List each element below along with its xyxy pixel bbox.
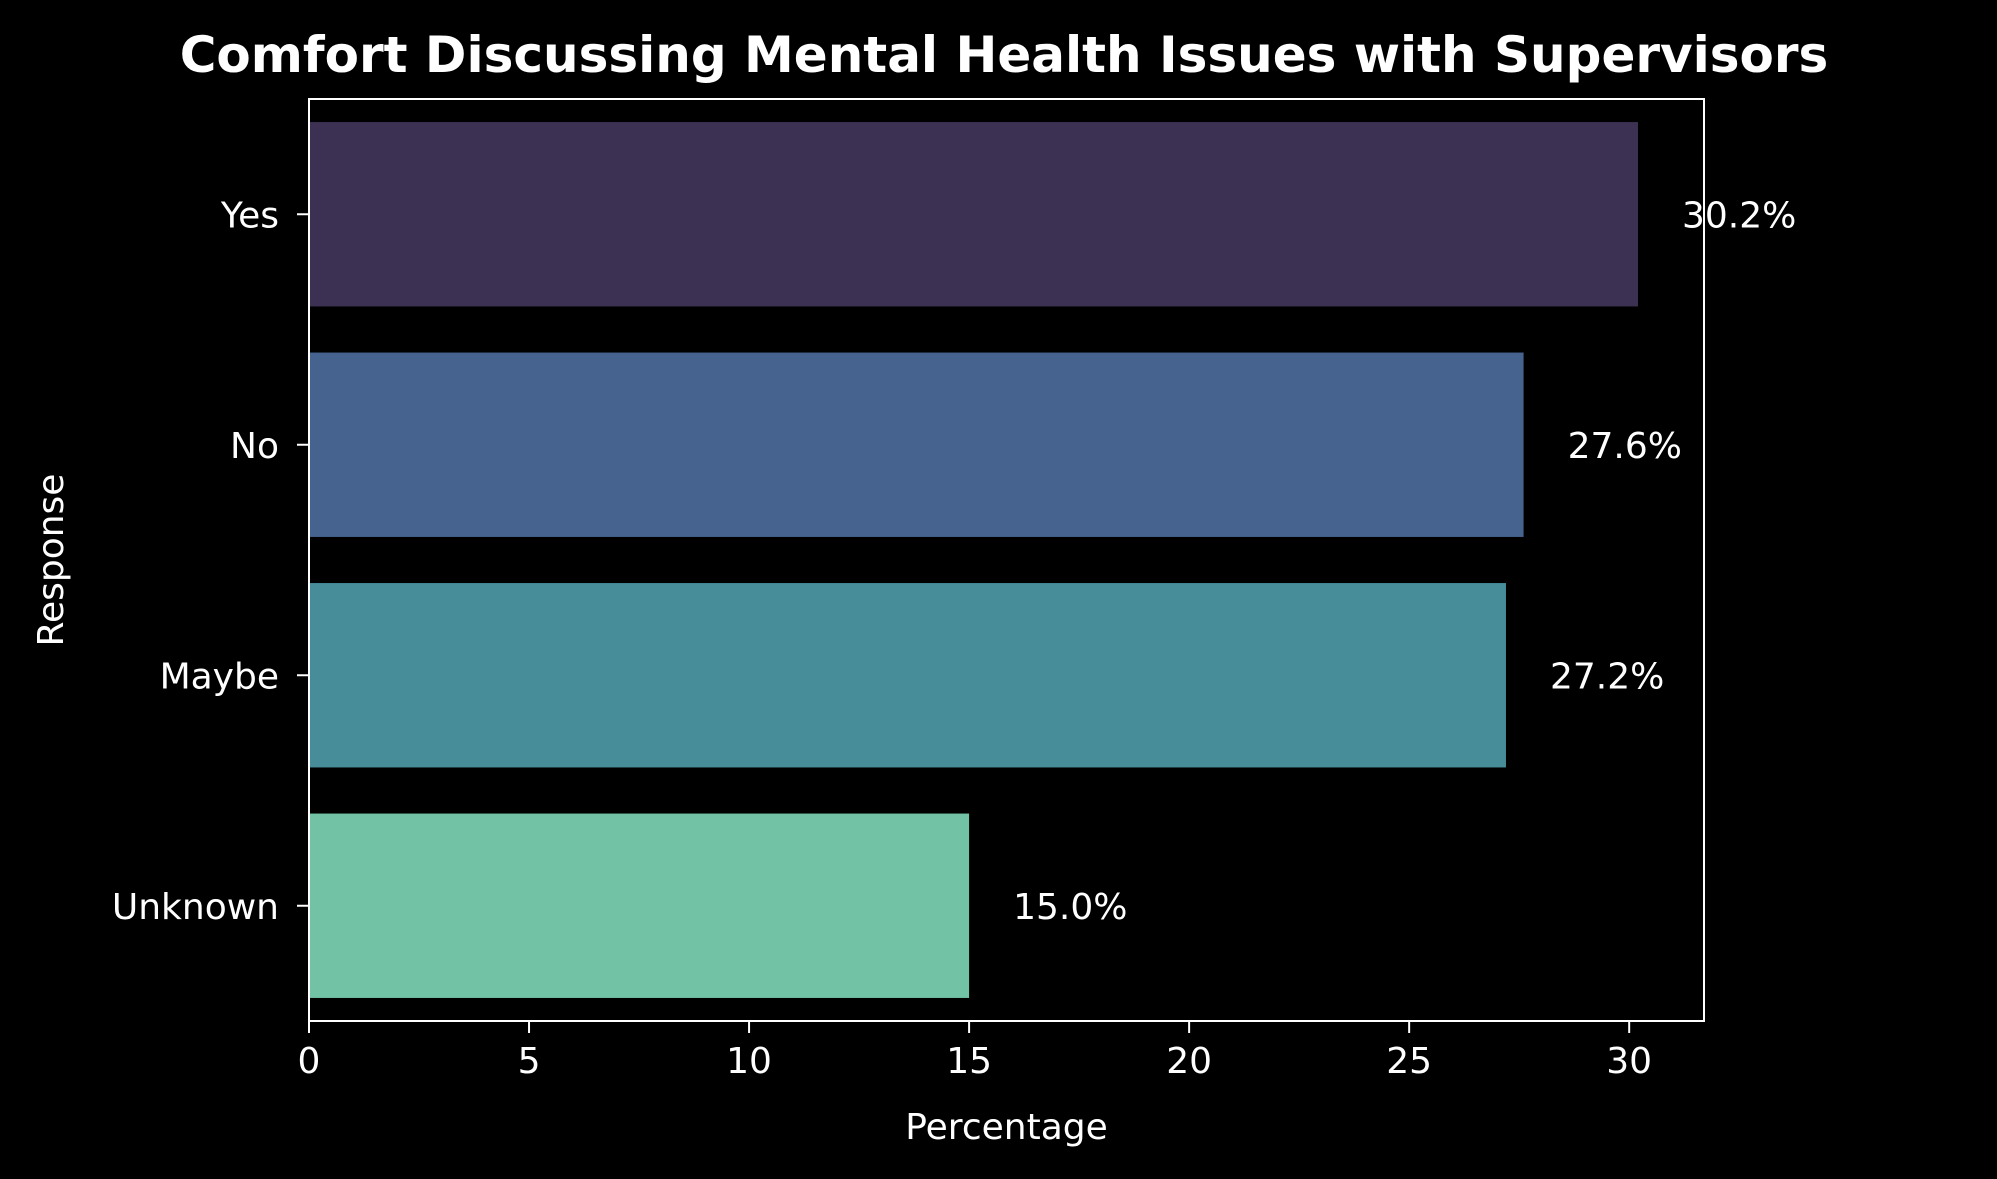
data-label-unknown: 15.0%: [1013, 887, 1127, 928]
y-tick-label-no: No: [230, 426, 279, 467]
data-label-yes: 30.2%: [1682, 195, 1796, 236]
bar-yes: [309, 122, 1638, 307]
y-axis-label: Response: [31, 474, 72, 647]
y-tick-label-yes: Yes: [220, 195, 279, 236]
plot-frame: [308, 98, 1705, 1022]
x-tick-label: 25: [1386, 1041, 1432, 1082]
bar-maybe: [309, 583, 1506, 768]
data-label-no: 27.6%: [1568, 426, 1682, 467]
x-tick-label: 5: [518, 1041, 541, 1082]
x-tick-label: 30: [1606, 1041, 1652, 1082]
y-tick-label-unknown: Unknown: [112, 887, 279, 928]
y-tick-label-maybe: Maybe: [160, 656, 279, 697]
bars-layer: [309, 122, 1638, 998]
data-label-maybe: 27.2%: [1550, 656, 1664, 697]
chart-title: Comfort Discussing Mental Health Issues …: [180, 26, 1829, 84]
x-tick-label: 0: [298, 1041, 321, 1082]
x-axis-label: Percentage: [905, 1107, 1108, 1148]
x-tick-label: 15: [946, 1041, 992, 1082]
data-labels-layer: 30.2% 27.6% 27.2% 15.0%: [1013, 195, 1796, 928]
bar-unknown: [309, 813, 970, 998]
x-axis: 0 5 10 15 20 25 30: [298, 1021, 1652, 1082]
y-axis: Yes No Maybe Unknown: [112, 195, 309, 928]
bar-no: [309, 352, 1524, 537]
x-tick-label: 10: [726, 1041, 772, 1082]
x-tick-label: 20: [1166, 1041, 1212, 1082]
